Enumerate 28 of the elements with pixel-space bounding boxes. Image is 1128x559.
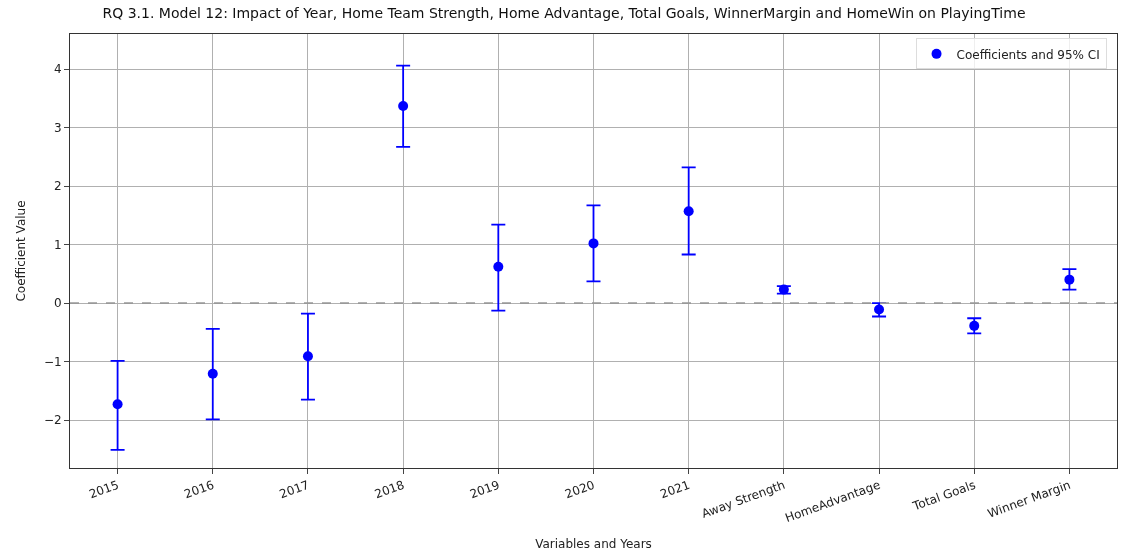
chart-title: RQ 3.1. Model 12: Impact of Year, Home Team Strength, Home Advantage, Total Goals, WinnerMargin and HomeWin on PlayingTime <box>102 5 1026 22</box>
y-tick-label: 2 <box>53 179 62 194</box>
point <box>588 238 599 249</box>
x-tick-label: 2016 <box>182 477 216 502</box>
point <box>207 368 218 379</box>
point <box>493 261 504 272</box>
y-tick-label: −2 <box>43 413 62 428</box>
x-tick-label: 2018 <box>372 477 407 502</box>
point <box>112 399 123 410</box>
y-tick-label: −1 <box>43 354 62 369</box>
x-tick-label: 2015 <box>87 477 121 502</box>
point <box>398 100 409 111</box>
x-tick-label: 2020 <box>563 477 597 502</box>
y-tick-label: 0 <box>53 296 62 311</box>
x-tick-label: 2017 <box>277 477 312 502</box>
y-axis-title: Coefficient Value <box>14 200 29 302</box>
y-tick-label: 4 <box>53 62 62 77</box>
x-tick-label: Total Goals <box>910 477 978 514</box>
point <box>683 206 694 217</box>
x-tick-label: 2021 <box>658 477 692 502</box>
point <box>302 351 313 362</box>
x-axis-title: Variables and Years <box>535 537 652 552</box>
x-tick-label: 2019 <box>467 477 502 502</box>
y-tick-label: 3 <box>53 120 62 135</box>
point <box>1064 274 1075 285</box>
y-tick-label: 1 <box>53 237 62 252</box>
legend-label: Coefficients and 95% CI <box>956 47 1100 62</box>
x-tick-label: Winner Margin <box>985 477 1073 521</box>
